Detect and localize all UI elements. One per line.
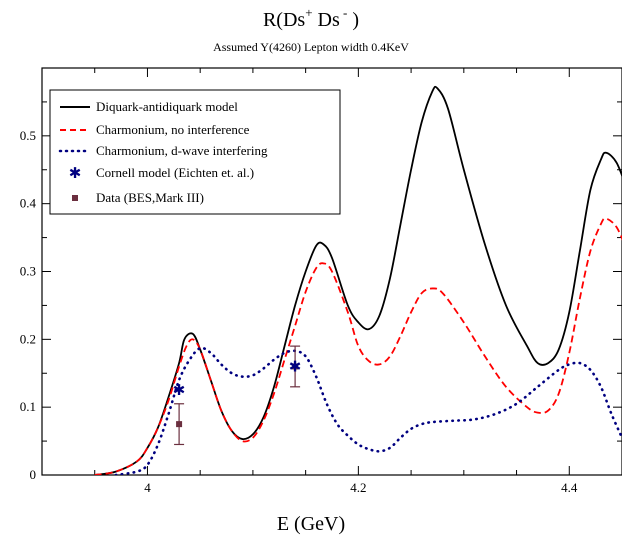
- y-tick-label: 0.4: [20, 196, 37, 211]
- legend-label-diquark: Diquark-antidiquark model: [96, 99, 238, 114]
- legend-swatch-cornell-star: ✱: [69, 164, 82, 182]
- legend-label-data: Data (BES,Mark III): [96, 190, 204, 205]
- chart-title-sup2: -: [340, 5, 348, 20]
- chart-title-part1: R(Ds: [263, 9, 305, 31]
- legend-label-dwave: Charmonium, d-wave interfering: [96, 143, 268, 158]
- y-tick-label: 0.2: [20, 331, 36, 346]
- y-tick-label: 0.5: [20, 128, 36, 143]
- x-tick-label: 4.4: [561, 480, 578, 495]
- legend: Diquark-antidiquark model Charmonium, no…: [49, 89, 341, 215]
- chart-subtitle: Assumed Y(4260) Lepton width 0.4KeV: [213, 40, 409, 54]
- cornell-point-star: ✱: [289, 357, 302, 375]
- series-line-diquark: [94, 85, 622, 475]
- chart-title-part2: Ds: [313, 9, 340, 31]
- x-tick-label: 4.2: [350, 480, 366, 495]
- series-line-dwave: [114, 346, 622, 475]
- series-group: [94, 85, 622, 475]
- chart-title-part3: ): [347, 9, 359, 31]
- y-tick-label: 0.1: [20, 399, 36, 414]
- data-point-square: [292, 363, 299, 370]
- cornell-point-star: ✱: [173, 381, 186, 399]
- chart-title-sup1: +: [305, 5, 312, 20]
- data-point-square: [176, 421, 183, 428]
- x-tick-label: 4: [144, 480, 151, 495]
- legend-label-charmonium: Charmonium, no interference: [96, 122, 250, 137]
- legend-label-cornell: Cornell model (Eichten et. al.): [96, 165, 254, 180]
- legend-box: [49, 89, 341, 215]
- y-tick-label: 0: [30, 467, 37, 482]
- y-tick-label: 0.3: [20, 264, 36, 279]
- series-line-charmonium: [94, 217, 622, 475]
- legend-swatch-data-square: [72, 195, 78, 201]
- axis-ticks: 4 4.2 4.4 0 0.1 0.2 0.3 0.4 0.5: [20, 68, 622, 495]
- markers-group: ✱✱: [173, 345, 302, 446]
- chart-title: R(Ds+ Ds - ): [263, 5, 359, 31]
- x-axis-label: E (GeV): [277, 513, 345, 535]
